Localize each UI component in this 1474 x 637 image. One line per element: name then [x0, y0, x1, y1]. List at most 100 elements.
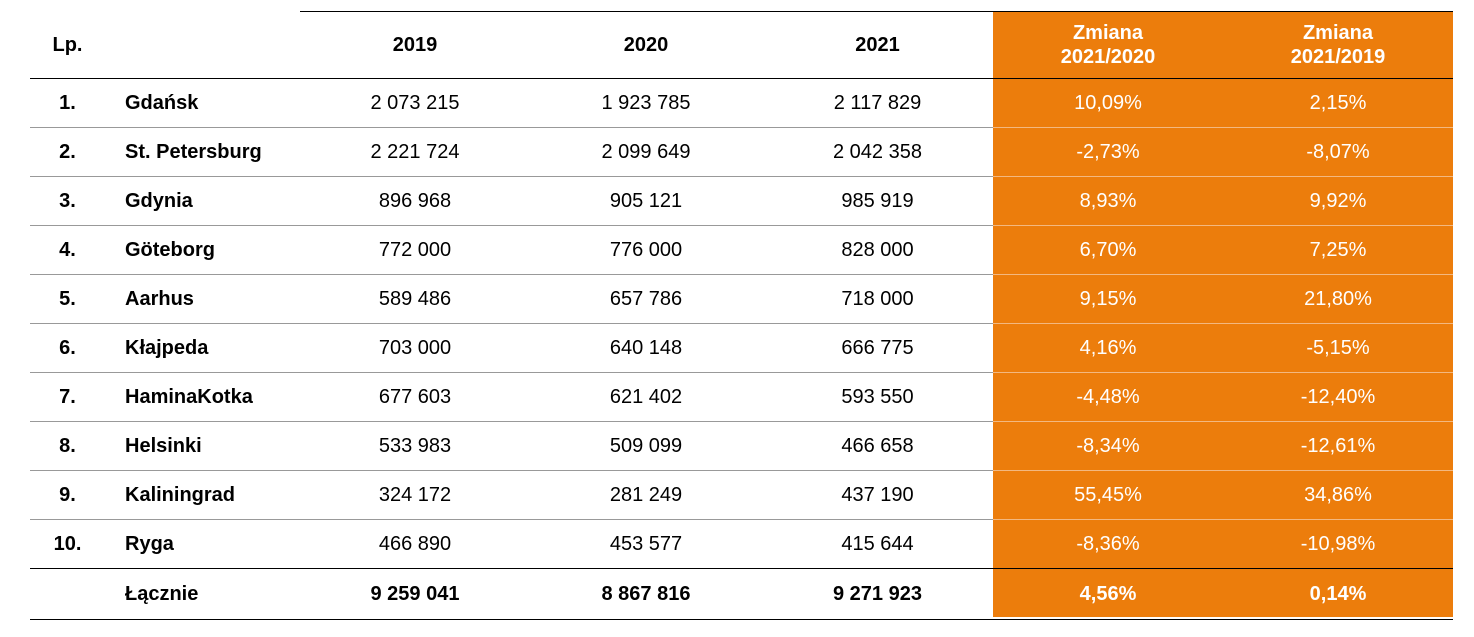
- port-name: HaminaKotka: [125, 386, 253, 408]
- header-cell: Lp.: [52, 34, 83, 56]
- data-cell: 9,15%: [1079, 288, 1137, 310]
- row-separator: [993, 519, 1453, 520]
- row-separator: [993, 421, 1453, 422]
- data-cell: 4,16%: [1079, 337, 1137, 359]
- row-separator: [30, 225, 993, 226]
- port-name: Ryga: [125, 533, 174, 555]
- data-cell: 509 099: [609, 435, 683, 457]
- data-cell: 8.: [59, 435, 76, 457]
- row-separator: [993, 274, 1453, 275]
- port-name: Aarhus: [125, 288, 194, 310]
- total-border: [30, 568, 1453, 569]
- row-separator: [30, 519, 993, 520]
- port-name: Kłajpeda: [125, 337, 209, 359]
- data-cell: 533 983: [378, 435, 452, 457]
- highlight-columns: [993, 12, 1453, 617]
- data-cell: 828 000: [841, 239, 914, 261]
- total-cell: 4,56%: [1079, 583, 1137, 605]
- data-cell: 466 658: [841, 435, 914, 457]
- data-cell: 2 117 829: [833, 92, 922, 114]
- port-name: Helsinki: [125, 435, 202, 457]
- data-cell: 1 923 785: [601, 92, 691, 114]
- data-cell: 10.: [53, 533, 82, 555]
- data-cell: -8,36%: [1076, 533, 1140, 555]
- port-name: St. Petersburg: [125, 141, 262, 163]
- header-cell: Zmiana 2021/2020: [1060, 22, 1156, 68]
- data-cell: 2.: [59, 141, 76, 163]
- data-cell: 453 577: [609, 533, 683, 555]
- data-cell: 8,93%: [1079, 190, 1137, 212]
- data-cell: 6,70%: [1079, 239, 1137, 261]
- row-separator: [993, 470, 1453, 471]
- data-cell: -2,73%: [1076, 141, 1140, 163]
- data-cell: 415 644: [841, 533, 914, 555]
- data-cell: 7.: [59, 386, 76, 408]
- port-name: Kaliningrad: [125, 484, 236, 506]
- data-cell: 772 000: [378, 239, 452, 261]
- header-cell: 2020: [623, 34, 669, 56]
- data-cell: 593 550: [841, 386, 914, 408]
- row-separator: [30, 421, 993, 422]
- header-cell: 2021: [855, 34, 900, 56]
- data-cell: 34,86%: [1304, 484, 1372, 506]
- row-separator: [993, 127, 1453, 128]
- data-cell: 7,25%: [1309, 239, 1367, 261]
- row-separator: [30, 372, 993, 373]
- row-separator: [993, 176, 1453, 177]
- total-cell: 9 271 923: [833, 583, 922, 605]
- header-cell: Zmiana 2021/2019: [1290, 22, 1386, 68]
- row-separator: [993, 225, 1453, 226]
- data-cell: 466 890: [378, 533, 452, 555]
- data-cell: -4,48%: [1076, 386, 1140, 408]
- data-cell: 666 775: [841, 337, 914, 359]
- data-cell: 55,45%: [1074, 484, 1142, 506]
- data-cell: 677 603: [378, 386, 452, 408]
- header-cell: 2019: [392, 34, 438, 56]
- data-cell: 21,80%: [1304, 288, 1372, 310]
- data-cell: 4.: [59, 239, 76, 261]
- data-cell: 3.: [59, 190, 76, 212]
- data-cell: 896 968: [378, 190, 452, 212]
- row-separator: [30, 176, 993, 177]
- data-cell: 776 000: [609, 239, 683, 261]
- data-cell: 640 148: [609, 337, 683, 359]
- data-cell: -8,34%: [1076, 435, 1140, 457]
- data-cell: 281 249: [609, 484, 683, 506]
- data-cell: 6.: [59, 337, 76, 359]
- row-separator: [993, 372, 1453, 373]
- port-name: Gdańsk: [125, 92, 199, 114]
- header-border: [30, 78, 1453, 79]
- data-cell: 2 042 358: [833, 141, 922, 163]
- row-separator: [993, 323, 1453, 324]
- data-cell: 437 190: [841, 484, 914, 506]
- data-cell: 5.: [59, 288, 76, 310]
- data-cell: -12,40%: [1300, 386, 1376, 408]
- top-border: [300, 11, 1453, 12]
- total-cell: 8 867 816: [601, 583, 691, 605]
- data-cell: 1.: [59, 92, 76, 114]
- data-cell: 621 402: [609, 386, 683, 408]
- total-label: Łącznie: [125, 583, 199, 605]
- data-cell: 985 919: [841, 190, 914, 212]
- data-cell: 9,92%: [1309, 190, 1367, 212]
- total-cell: 9 259 041: [370, 583, 460, 605]
- data-cell: 2 099 649: [601, 141, 691, 163]
- total-cell: 0,14%: [1309, 583, 1367, 605]
- data-cell: 589 486: [378, 288, 452, 310]
- row-separator: [30, 127, 993, 128]
- row-separator: [30, 274, 993, 275]
- data-cell: 2,15%: [1309, 92, 1367, 114]
- port-name: Göteborg: [125, 239, 215, 261]
- data-cell: -10,98%: [1300, 533, 1376, 555]
- port-name: Gdynia: [125, 190, 193, 212]
- data-cell: 2 221 724: [370, 141, 460, 163]
- data-cell: -8,07%: [1306, 141, 1370, 163]
- row-separator: [30, 323, 993, 324]
- data-cell: -12,61%: [1300, 435, 1376, 457]
- data-cell: -5,15%: [1306, 337, 1370, 359]
- data-cell: 905 121: [609, 190, 683, 212]
- data-cell: 9.: [59, 484, 76, 506]
- data-cell: 324 172: [378, 484, 452, 506]
- data-cell: 703 000: [378, 337, 452, 359]
- data-cell: 10,09%: [1074, 92, 1142, 114]
